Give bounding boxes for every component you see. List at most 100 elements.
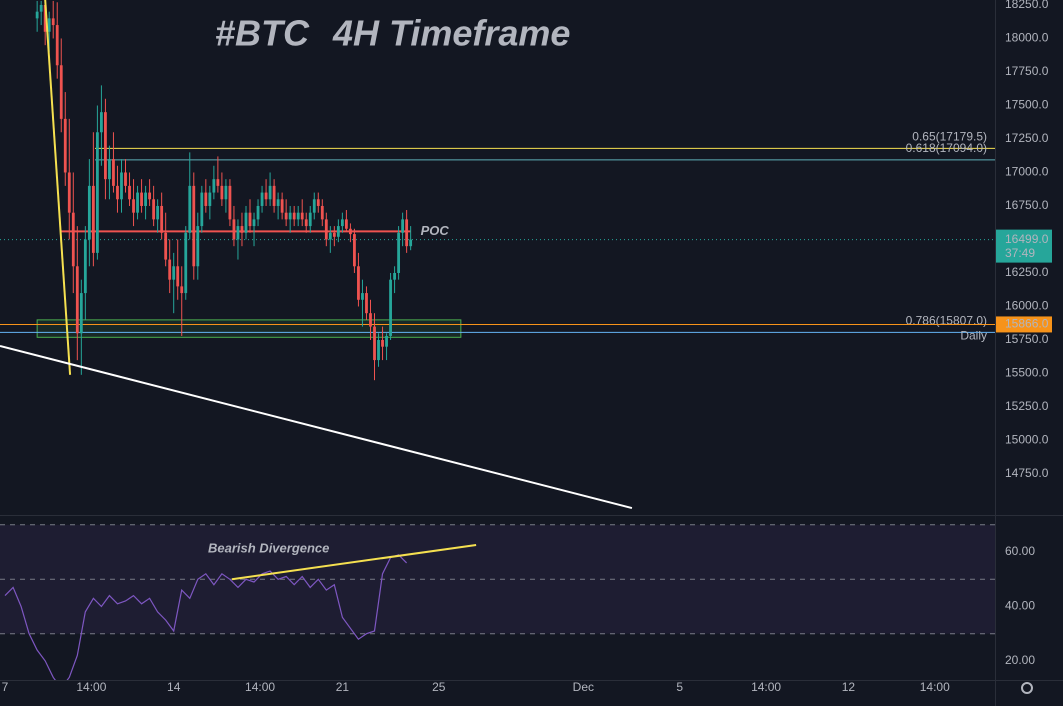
y-tick-label: 17250.0 <box>1005 131 1049 145</box>
candle-body <box>256 205 260 220</box>
candle-body <box>248 212 252 227</box>
candle-body <box>83 239 87 294</box>
candle-body <box>308 212 312 227</box>
y-tick-label: 17000.0 <box>1005 165 1049 179</box>
chart-title: 4H Timeframe <box>332 13 570 54</box>
candle-body <box>236 226 240 240</box>
y-tick-label: 18250.0 <box>1005 0 1049 11</box>
x-tick-label: 12 <box>842 680 856 694</box>
rsi-tick-label: 40.00 <box>1005 599 1035 613</box>
trendline <box>0 345 633 510</box>
candle-body <box>328 232 332 240</box>
candle-body <box>91 185 95 253</box>
candle-body <box>260 192 264 206</box>
candle-body <box>264 192 268 200</box>
candle-body <box>156 205 160 220</box>
y-tick-label: 18000.0 <box>1005 31 1049 45</box>
countdown-label: 37:49 <box>1005 246 1035 260</box>
candle-body <box>63 118 67 173</box>
price-pane: 0.65(17179.5)0.618(17094.0) 0.786(15807.0… <box>0 0 995 510</box>
candle-body <box>284 212 288 220</box>
candle-body <box>381 339 384 347</box>
candle-body <box>324 219 328 240</box>
candle-body <box>304 219 308 227</box>
y-tick-label: 17500.0 <box>1005 98 1049 112</box>
candle-body <box>224 185 228 200</box>
y-tick-label: 15000.0 <box>1005 433 1049 447</box>
candle-body <box>136 192 139 213</box>
candle-body <box>71 212 75 267</box>
candle-body <box>369 313 372 327</box>
candle-body <box>288 212 292 220</box>
candle-body <box>188 185 192 233</box>
candle-body <box>192 185 196 267</box>
candle-body <box>377 339 380 361</box>
candle-body <box>280 199 284 213</box>
candle-body <box>67 172 71 213</box>
candle-body <box>232 219 236 240</box>
candle-body <box>120 172 123 200</box>
candle-body <box>140 192 143 206</box>
candle-body <box>401 219 405 233</box>
candle-body <box>39 4 43 12</box>
candle-body <box>43 4 47 32</box>
candle-body <box>216 179 220 186</box>
daily-price-label: 15866.0 <box>1005 317 1049 331</box>
candle-body <box>75 266 79 334</box>
candle-body <box>393 272 396 280</box>
candle-body <box>124 172 127 186</box>
candle-body <box>373 326 376 361</box>
y-tick-label: 15500.0 <box>1005 366 1049 380</box>
x-tick-label: 14:00 <box>920 680 950 694</box>
candle-body <box>353 234 356 267</box>
candle-body <box>300 212 304 220</box>
candle-body <box>204 192 208 206</box>
candle-body <box>292 212 296 220</box>
candle-body <box>168 259 172 280</box>
support-zone <box>36 319 462 338</box>
candle-body <box>244 212 248 233</box>
fib-label: 0.618(17094.0) <box>906 141 987 155</box>
candle-body <box>100 112 103 133</box>
last-price-label: 16499.0 <box>1005 232 1049 246</box>
y-tick-label: 17750.0 <box>1005 64 1049 78</box>
candle-body <box>276 199 280 206</box>
daily-badge <box>996 316 1052 333</box>
candle-body <box>112 159 115 186</box>
y-tick-label: 15750.0 <box>1005 332 1049 346</box>
candle-body <box>405 219 409 247</box>
rsi-line <box>4 554 408 680</box>
candle-body <box>116 185 119 200</box>
candle-body <box>132 199 135 213</box>
rsi-tick-label: 20.00 <box>1005 653 1035 667</box>
fib-label: 0.786(15807.0) <box>906 314 987 328</box>
candle-body <box>332 232 336 237</box>
candle-body <box>252 219 256 227</box>
candle-body <box>200 192 204 227</box>
chart-title-symbol: #BTC <box>215 13 310 54</box>
rsi-band <box>0 524 995 634</box>
fib-label: 0.65(17179.5) <box>912 130 987 144</box>
settings-icon[interactable] <box>1021 682 1033 694</box>
poc-label: POC <box>421 223 450 238</box>
rsi-pane: Bearish Divergence <box>0 524 995 680</box>
x-tick-label: 14:00 <box>245 680 275 694</box>
candle-body <box>184 232 188 294</box>
candle-body <box>108 159 111 180</box>
candle-body <box>389 279 392 336</box>
candle-body <box>196 226 200 267</box>
candle-body <box>160 205 164 233</box>
candle-body <box>272 185 276 206</box>
x-tick-label: 14:00 <box>751 680 781 694</box>
candle-body <box>340 219 344 227</box>
candle-body <box>180 286 184 294</box>
x-tick-label: 14:00 <box>76 680 106 694</box>
candle-body <box>144 192 147 206</box>
candle-body <box>385 335 388 347</box>
x-tick-label: 5 <box>676 680 683 694</box>
candle-body <box>128 185 131 200</box>
candle-body <box>55 25 59 66</box>
candle-body <box>397 232 401 273</box>
